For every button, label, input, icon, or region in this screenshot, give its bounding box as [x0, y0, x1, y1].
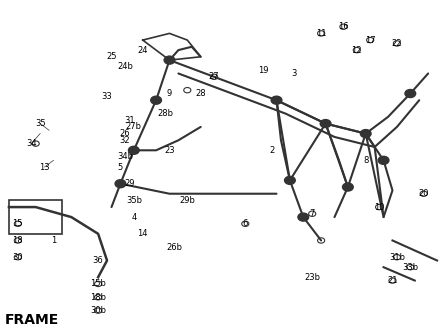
Circle shape	[115, 180, 126, 188]
Circle shape	[285, 176, 295, 184]
Text: 11: 11	[316, 29, 326, 38]
Text: 30b: 30b	[90, 306, 106, 315]
Text: 29: 29	[124, 179, 135, 188]
Text: 15b: 15b	[90, 280, 106, 288]
Text: 21: 21	[387, 276, 398, 285]
Text: 6: 6	[243, 219, 248, 228]
Circle shape	[320, 120, 331, 128]
Text: 14: 14	[137, 229, 148, 238]
Text: 32: 32	[120, 136, 130, 145]
Text: 10: 10	[374, 203, 384, 211]
Text: 33: 33	[102, 93, 112, 101]
Text: 7: 7	[310, 209, 315, 218]
Circle shape	[360, 130, 371, 138]
Text: 28b: 28b	[157, 109, 173, 118]
Text: 13: 13	[39, 163, 50, 171]
Text: 31b: 31b	[389, 253, 405, 262]
Text: 33b: 33b	[402, 263, 418, 272]
Text: 35b: 35b	[126, 196, 142, 205]
Text: 26: 26	[120, 129, 130, 138]
Text: 9: 9	[167, 89, 172, 98]
Text: 15: 15	[12, 219, 23, 228]
Circle shape	[405, 90, 416, 98]
Text: 23b: 23b	[304, 273, 320, 282]
Circle shape	[128, 146, 139, 154]
Text: 20: 20	[418, 189, 429, 198]
Circle shape	[378, 156, 389, 164]
Text: 26b: 26b	[166, 243, 182, 252]
Circle shape	[151, 96, 161, 104]
Text: 34b: 34b	[117, 153, 133, 161]
Text: 18b: 18b	[90, 293, 106, 302]
Text: 12: 12	[351, 46, 362, 54]
Text: 24b: 24b	[117, 62, 133, 71]
Text: 5: 5	[118, 163, 123, 171]
Text: 29b: 29b	[179, 196, 195, 205]
Text: 8: 8	[363, 156, 368, 165]
Text: 35: 35	[35, 119, 45, 128]
Text: 24: 24	[137, 46, 148, 54]
Text: 34: 34	[26, 139, 37, 148]
Text: 30: 30	[12, 253, 23, 262]
Circle shape	[271, 96, 282, 104]
Text: 23: 23	[164, 146, 175, 155]
Text: 22: 22	[392, 39, 402, 48]
Text: FRAME: FRAME	[4, 313, 59, 327]
Text: 25: 25	[106, 52, 117, 61]
Text: 2: 2	[269, 146, 275, 155]
Text: 27b: 27b	[126, 123, 142, 131]
Text: 16: 16	[338, 22, 349, 31]
Text: 19: 19	[258, 66, 268, 74]
Circle shape	[343, 183, 353, 191]
Text: 17: 17	[365, 36, 376, 44]
Text: 3: 3	[292, 69, 297, 78]
Text: 18: 18	[12, 236, 23, 245]
Circle shape	[164, 56, 175, 64]
Text: 4: 4	[131, 213, 136, 221]
Text: 31: 31	[124, 116, 135, 125]
Bar	[9, 200, 62, 234]
Circle shape	[298, 213, 309, 221]
Text: 28: 28	[195, 89, 206, 98]
Text: 1: 1	[51, 236, 56, 245]
Text: 36: 36	[93, 256, 103, 265]
Text: 27: 27	[209, 72, 219, 81]
